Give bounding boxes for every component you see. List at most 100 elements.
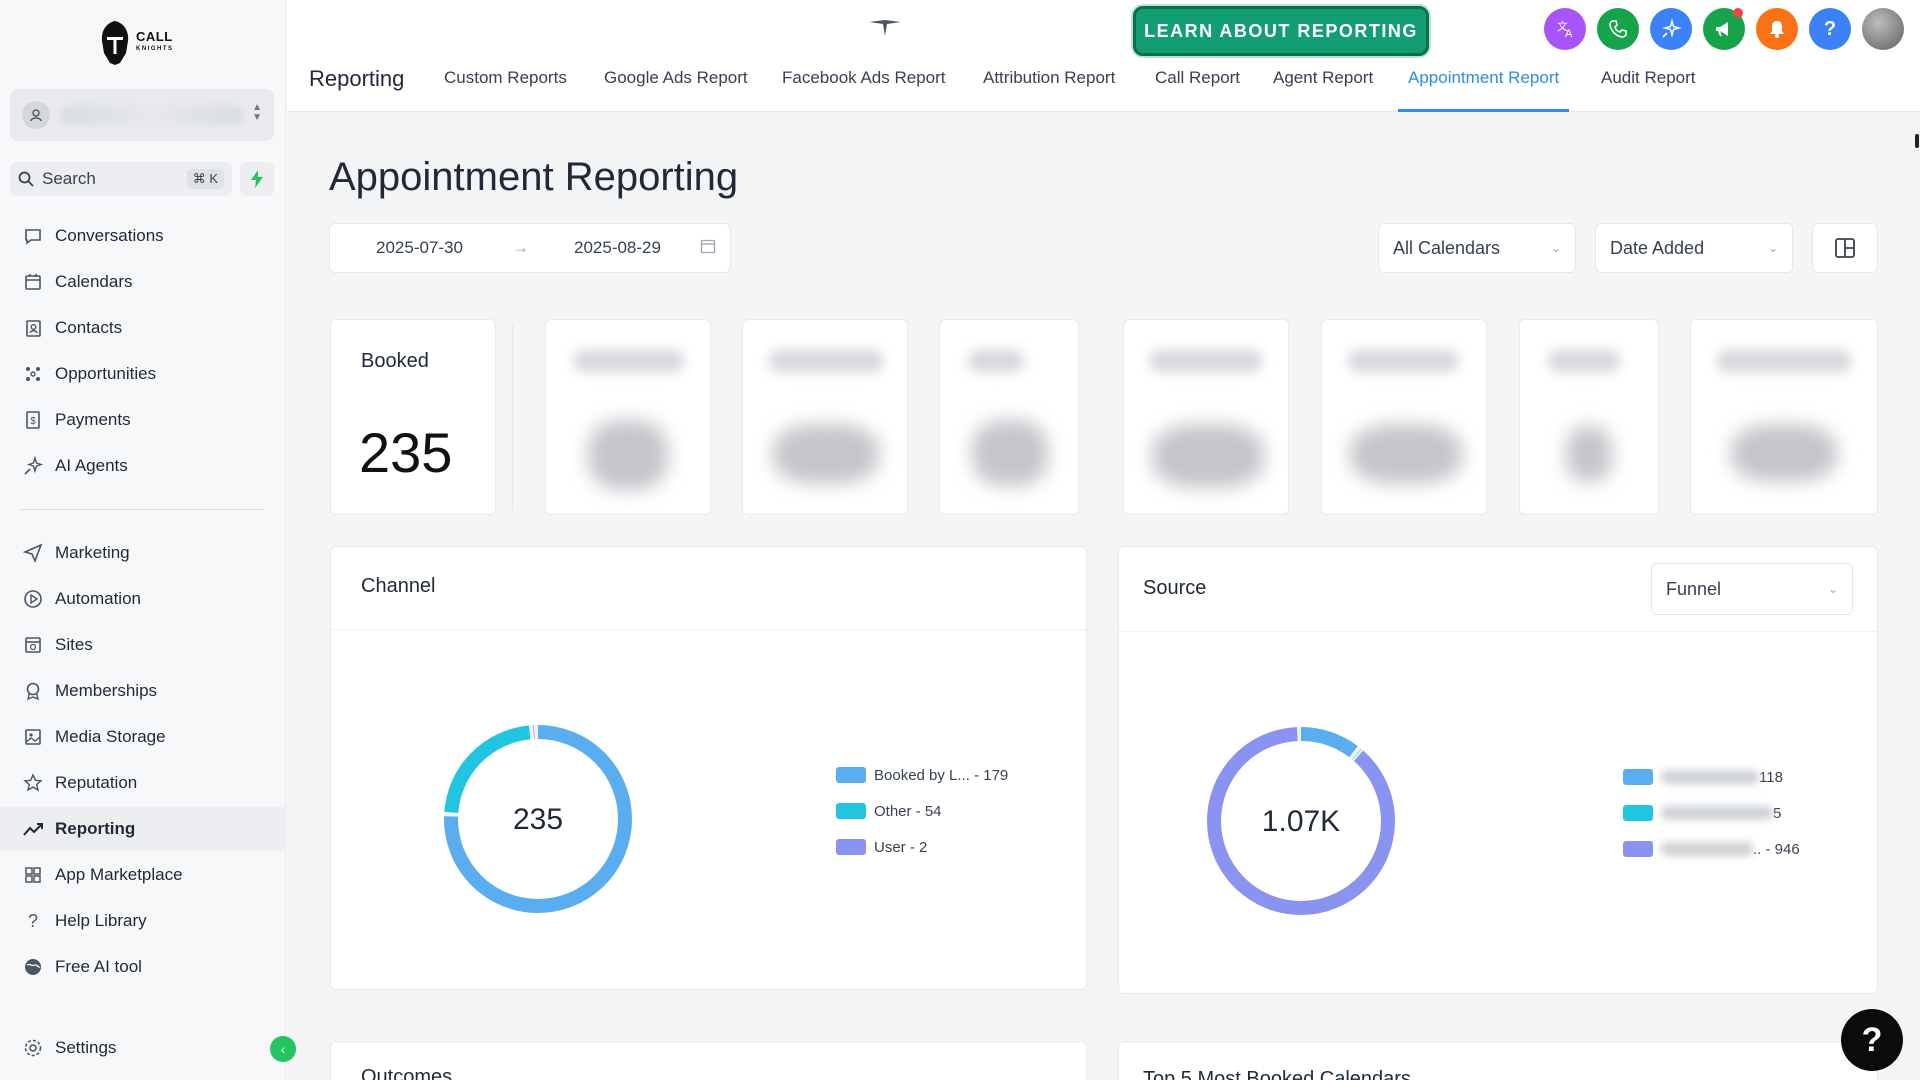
- donut-slice[interactable]: [1207, 727, 1395, 915]
- sidebar-item-label: Reporting: [55, 819, 136, 838]
- panel-divider: [331, 629, 1086, 630]
- main-content: Appointment Reporting 2025-07-30 → 2025-…: [287, 113, 1920, 1080]
- sidebar-item-payments[interactable]: $ Payments: [0, 398, 286, 442]
- sidebar-item-memberships[interactable]: Memberships: [0, 669, 286, 713]
- globe-icon: [21, 955, 45, 979]
- user-avatar[interactable]: [1862, 8, 1904, 50]
- sidebar-item-label: Free AI tool: [55, 957, 142, 976]
- sidebar-item-reporting[interactable]: Reporting: [0, 807, 286, 851]
- sidebar-item-settings[interactable]: Settings: [0, 1026, 286, 1070]
- donut-slice[interactable]: [444, 725, 632, 913]
- redacted-value: [1152, 424, 1264, 488]
- send-icon: [21, 541, 45, 565]
- sidebar-item-label: Marketing: [55, 543, 130, 562]
- legend-item[interactable]: Other - 54: [836, 793, 1008, 829]
- legend-label: Other - 54: [874, 802, 942, 820]
- logo-text: CALL KNIGHTS: [136, 29, 174, 52]
- channel-center-value: 235: [513, 803, 563, 836]
- chevron-down-icon: ⌄: [1767, 241, 1778, 255]
- account-switcher[interactable]: ▲ ▼: [10, 89, 274, 141]
- source-filter-value: Funnel: [1666, 578, 1722, 599]
- sidebar-item-automation[interactable]: Automation: [0, 577, 286, 621]
- svg-text:文: 文: [1557, 19, 1568, 33]
- date-range-picker[interactable]: 2025-07-30 → 2025-08-29: [329, 223, 731, 273]
- legend-swatch: [836, 839, 866, 855]
- sidebar-item-ai-agents[interactable]: AI Agents: [0, 444, 286, 488]
- sidebar-item-label: Calendars: [55, 272, 133, 291]
- source-panel: Source Funnel ⌄ 1.07K 118 5 .. - 946: [1118, 546, 1878, 994]
- layout-toggle-button[interactable]: [1812, 223, 1878, 273]
- source-filter-select[interactable]: Funnel ⌄: [1651, 563, 1853, 615]
- sidebar-divider: [20, 509, 264, 510]
- legend-swatch: [836, 803, 866, 819]
- panel-divider: [1119, 631, 1877, 632]
- notifications-button[interactable]: [1756, 8, 1798, 50]
- sidebar-item-marketing[interactable]: Marketing: [0, 531, 286, 575]
- legend-item[interactable]: 5: [1623, 795, 1800, 831]
- legend-item[interactable]: Booked by L... - 179: [836, 757, 1008, 793]
- sidebar-item-contacts[interactable]: Contacts: [0, 306, 286, 350]
- tab-call-report[interactable]: Call Report: [1155, 68, 1241, 87]
- stat-card-redacted: [545, 319, 711, 515]
- top-calendars-title: Top 5 Most Booked Calendars: [1143, 1068, 1411, 1080]
- sidebar-search[interactable]: Search ⌘ K: [10, 162, 232, 196]
- quick-action-button[interactable]: [240, 162, 274, 196]
- redacted-value: [972, 420, 1048, 486]
- scrollbar-indicator[interactable]: [1915, 134, 1919, 148]
- help-button[interactable]: ?: [1809, 8, 1851, 50]
- sidebar-item-free-ai-tool[interactable]: Free AI tool: [0, 945, 286, 989]
- sidebar-item-help-library[interactable]: ? Help Library: [0, 899, 286, 943]
- stat-card-redacted: [1321, 319, 1487, 515]
- redacted-legend-label: [1661, 842, 1753, 856]
- phone-icon: [1609, 20, 1627, 38]
- search-label: Search: [42, 169, 96, 188]
- legend-swatch: [836, 767, 866, 783]
- trend-icon: [21, 817, 45, 841]
- tab-agent-report[interactable]: Agent Report: [1273, 68, 1374, 87]
- learn-about-reporting-button[interactable]: LEARN ABOUT REPORTING: [1133, 6, 1429, 56]
- account-name-redacted: [62, 106, 242, 124]
- collapse-sidebar-button[interactable]: ‹: [270, 1036, 296, 1062]
- redacted-label: [1348, 350, 1458, 372]
- question-icon: ?: [27, 910, 38, 931]
- sidebar-item-opportunities[interactable]: Opportunities: [0, 352, 286, 396]
- tab-attribution-report[interactable]: Attribution Report: [983, 68, 1116, 87]
- redacted-label: [769, 350, 883, 372]
- announcements-button[interactable]: [1703, 8, 1745, 50]
- tab-google-ads-report[interactable]: Google Ads Report: [604, 68, 748, 87]
- date-type-select[interactable]: Date Added ⌄: [1595, 223, 1793, 273]
- legend-item[interactable]: User - 2: [836, 829, 1008, 865]
- phone-button[interactable]: [1597, 8, 1639, 50]
- sparkle-icon: [21, 454, 45, 478]
- channel-title: Channel: [361, 575, 436, 597]
- sidebar-item-conversations[interactable]: Conversations: [0, 214, 286, 258]
- ai-assist-button[interactable]: [1650, 8, 1692, 50]
- sidebar-item-label: Settings: [55, 1038, 117, 1057]
- sidebar-item-reputation[interactable]: Reputation: [0, 761, 286, 805]
- tab-appointment-report[interactable]: Appointment Report: [1398, 68, 1570, 112]
- date-start: 2025-07-30: [376, 238, 463, 257]
- tab-custom-reports[interactable]: Custom Reports: [444, 68, 567, 87]
- sidebar-item-calendars[interactable]: Calendars: [0, 260, 286, 304]
- sidebar-item-label: Opportunities: [55, 364, 157, 383]
- donut-slice[interactable]: [1207, 727, 1395, 915]
- sidebar-item-app-marketplace[interactable]: App Marketplace: [0, 853, 286, 897]
- svg-text:$: $: [30, 416, 36, 427]
- app-logo[interactable]: CALL KNIGHTS: [98, 16, 188, 70]
- stat-card-redacted: [742, 319, 908, 515]
- opportunities-icon: [21, 362, 45, 386]
- sidebar-item-media-storage[interactable]: Media Storage: [0, 715, 286, 759]
- legend-item[interactable]: 118: [1623, 759, 1800, 795]
- tab-audit-report[interactable]: Audit Report: [1601, 68, 1696, 87]
- tab-facebook-ads-report[interactable]: Facebook Ads Report: [782, 68, 946, 87]
- legend-item[interactable]: .. - 946: [1623, 831, 1800, 867]
- redacted-value: [588, 420, 668, 490]
- redacted-value: [1350, 424, 1462, 484]
- booked-stat-card: Booked 235: [330, 319, 496, 515]
- search-shortcut: ⌘ K: [186, 169, 224, 189]
- help-chat-button[interactable]: ?: [1841, 1009, 1903, 1071]
- date-end: 2025-08-29: [574, 238, 661, 257]
- sidebar-item-sites[interactable]: Sites: [0, 623, 286, 667]
- calendar-filter-select[interactable]: All Calendars ⌄: [1378, 223, 1576, 273]
